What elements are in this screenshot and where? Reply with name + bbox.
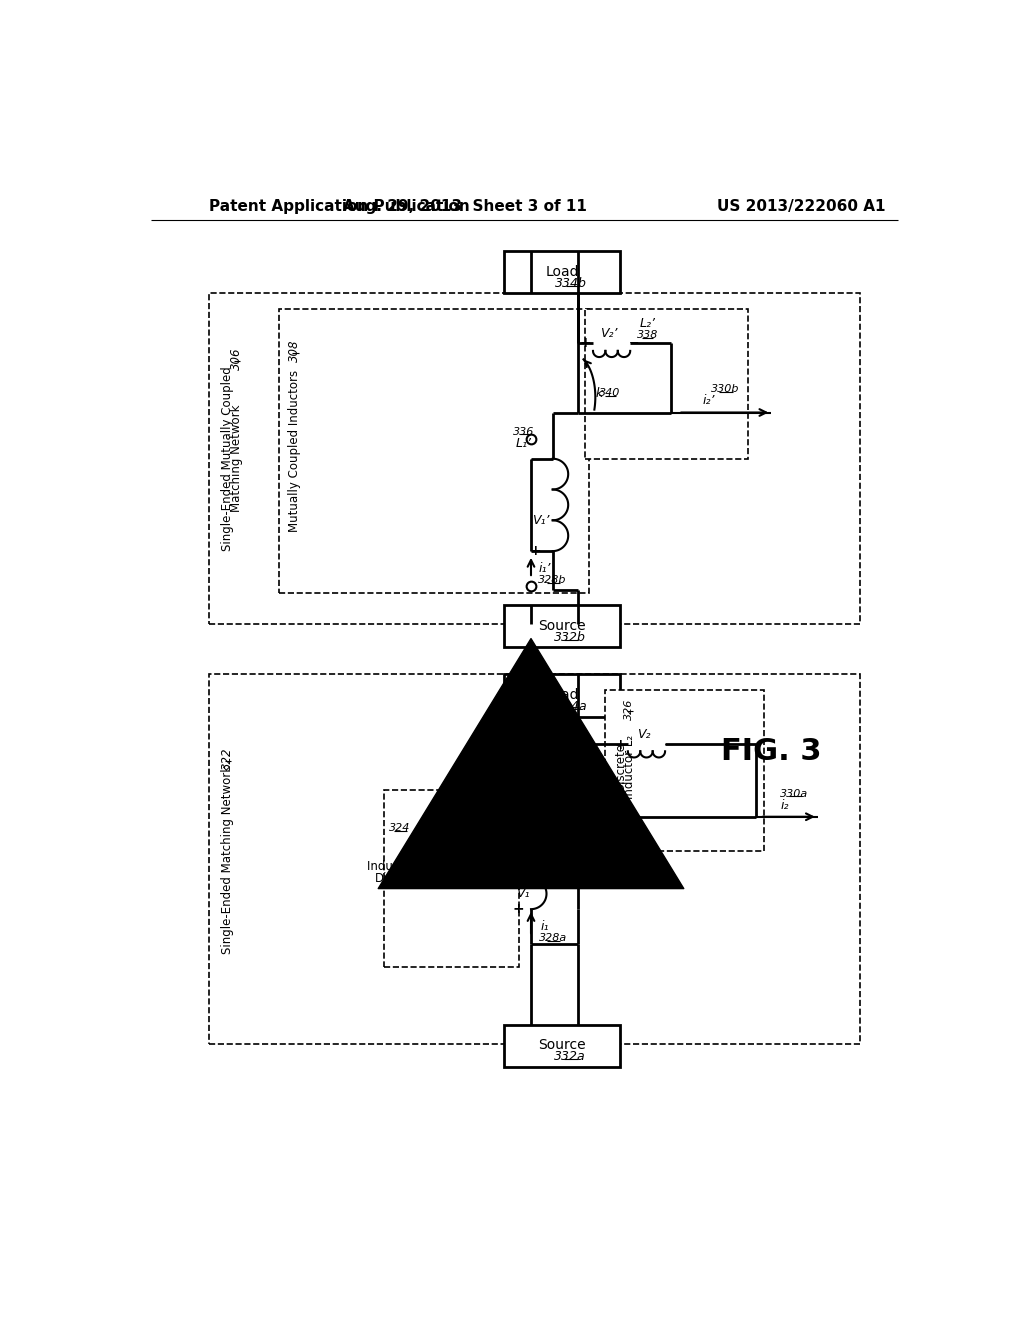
Text: i₂: i₂: [781, 799, 790, 812]
Text: 322: 322: [221, 747, 233, 771]
Text: 340: 340: [599, 388, 621, 399]
Bar: [586, 309, 748, 459]
Text: L₂’: L₂’: [639, 317, 655, 330]
Text: Load: Load: [545, 688, 579, 702]
Text: 334a: 334a: [555, 700, 587, 713]
Text: Single-Ended Mutually Coupled: Single-Ended Mutually Coupled: [221, 367, 233, 550]
Text: Discrete: Discrete: [613, 742, 627, 791]
Bar: [384, 789, 519, 966]
Text: +: +: [529, 544, 541, 558]
Text: −: −: [629, 337, 639, 350]
Text: Aug. 29, 2013  Sheet 3 of 11: Aug. 29, 2013 Sheet 3 of 11: [343, 198, 587, 214]
Text: Mutually Coupled Inductors: Mutually Coupled Inductors: [288, 370, 301, 532]
Bar: [504, 251, 621, 293]
Text: 334b: 334b: [555, 277, 587, 290]
Text: US 2013/222060 A1: US 2013/222060 A1: [717, 198, 886, 214]
Text: i₁’: i₁’: [539, 562, 551, 576]
Text: 324: 324: [388, 824, 410, 833]
Text: 328b: 328b: [539, 576, 567, 585]
Text: Inductor L₁: Inductor L₁: [368, 861, 431, 874]
Text: V₁: V₁: [516, 887, 530, 900]
Text: Patent Application Publication: Patent Application Publication: [209, 198, 470, 214]
Text: 330b: 330b: [711, 384, 739, 395]
Bar: [280, 309, 589, 594]
Text: 332a: 332a: [554, 1051, 586, 1064]
Text: 338: 338: [637, 330, 658, 341]
Text: 308: 308: [288, 339, 301, 362]
Text: +: +: [512, 902, 523, 916]
Text: Inductor L₂: Inductor L₂: [623, 735, 636, 799]
Text: Source: Source: [539, 1039, 586, 1052]
Text: Load: Load: [545, 265, 579, 280]
Text: 326: 326: [625, 698, 635, 719]
Text: L₁’: L₁’: [515, 437, 531, 450]
Text: Single-Ended Matching Network: Single-Ended Matching Network: [221, 764, 233, 953]
Text: V₂’: V₂’: [600, 327, 617, 341]
Text: 328a: 328a: [539, 933, 567, 944]
Text: V₂: V₂: [637, 727, 650, 741]
Text: i₁: i₁: [541, 920, 549, 933]
Bar: [504, 675, 621, 717]
Bar: [504, 605, 621, 647]
Text: Source: Source: [539, 619, 586, 632]
Text: +: +: [614, 738, 626, 752]
Text: FIG. 3: FIG. 3: [721, 737, 821, 766]
Text: 332b: 332b: [554, 631, 586, 644]
Text: k: k: [596, 387, 603, 400]
Text: 330a: 330a: [780, 788, 809, 799]
Text: Discrete: Discrete: [375, 871, 424, 884]
Text: 336: 336: [513, 426, 534, 437]
Text: V₁’: V₁’: [532, 513, 550, 527]
Text: +: +: [580, 337, 591, 350]
Bar: [604, 689, 764, 851]
Text: −: −: [529, 453, 541, 467]
Text: Matching Network: Matching Network: [230, 405, 243, 512]
Bar: [504, 1024, 621, 1067]
Bar: [209, 675, 860, 1044]
Text: i₂’: i₂’: [703, 395, 716, 408]
Text: −: −: [512, 812, 523, 825]
Text: −: −: [664, 739, 674, 751]
Text: 306: 306: [230, 347, 243, 370]
Bar: [209, 293, 860, 624]
